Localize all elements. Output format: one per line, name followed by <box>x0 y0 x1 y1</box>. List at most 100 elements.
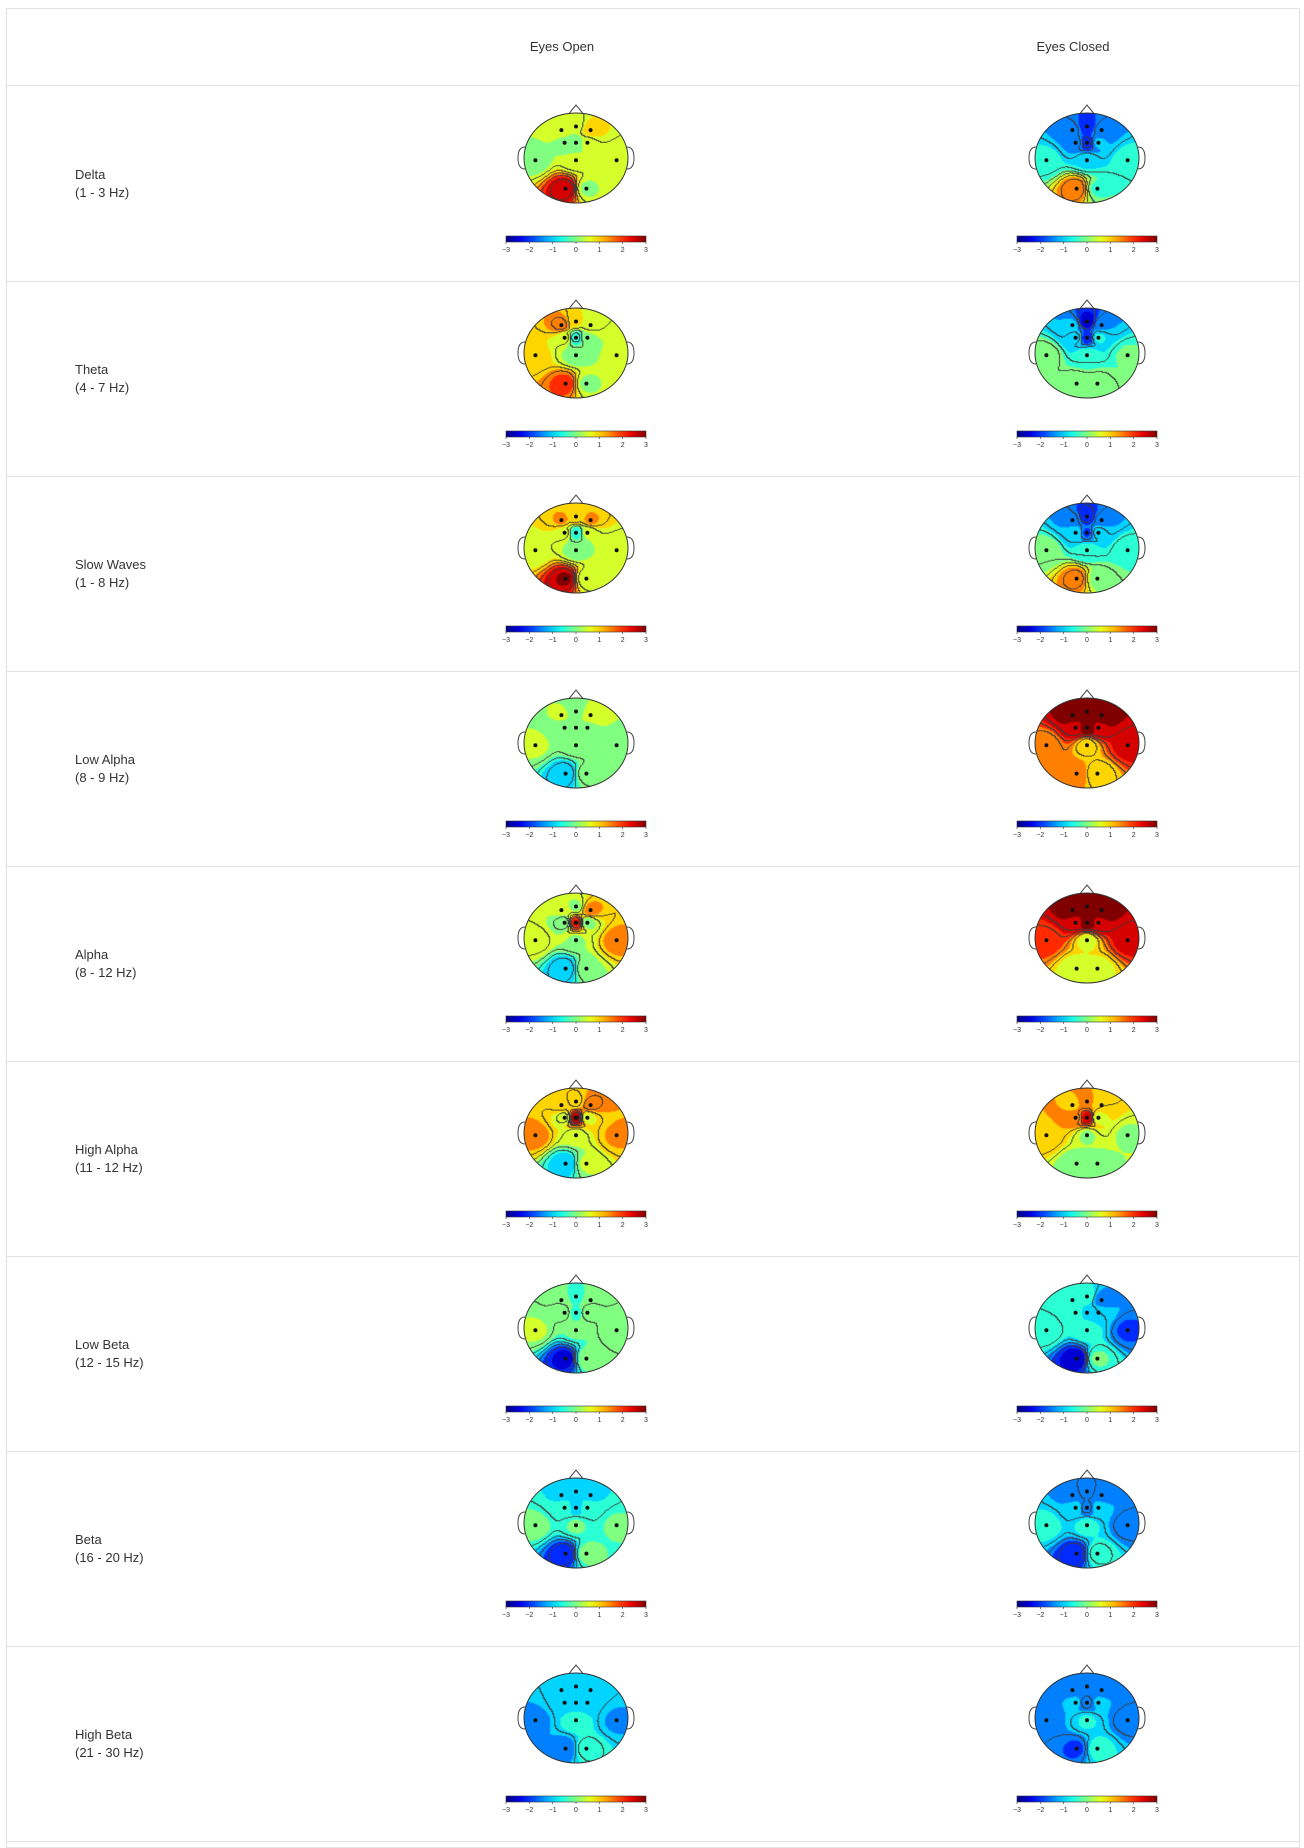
electrode-fz <box>574 124 578 129</box>
colorbar-tick-label: −1 <box>549 1222 557 1229</box>
electrode-pz <box>574 1328 578 1333</box>
colorbar-tick-label: −3 <box>1013 1612 1021 1619</box>
table-row: Theta (4 - 7 Hz) −3 −2 −1 0 1 2 3 −3 −2 −1 0 1 2 3 <box>7 281 1299 477</box>
electrode-f4 <box>1099 1688 1104 1693</box>
colorbar-tick-label: 2 <box>1132 832 1136 839</box>
colorbar-tick-label: 1 <box>1108 1807 1112 1814</box>
colorbar-tick-label: 1 <box>597 1222 601 1229</box>
electrode-fz <box>1085 709 1089 714</box>
electrode-f3 <box>559 518 564 523</box>
colorbar-tick-label: −1 <box>549 442 557 449</box>
electrode-o1 <box>563 1551 568 1556</box>
electrode-pz <box>574 1133 578 1138</box>
electrode-o1 <box>1074 1746 1079 1751</box>
electrode-cz <box>574 1700 578 1705</box>
electrode-f4 <box>588 1493 593 1498</box>
colorbar-tick-label: 0 <box>1085 637 1089 644</box>
right-ear-icon <box>1137 1706 1146 1730</box>
electrode-o2 <box>1095 381 1100 386</box>
head-outline <box>523 1477 629 1569</box>
topomap-cell-eyes-open: −3 −2 −1 0 1 2 3 <box>491 281 661 476</box>
colorbar-tick-label: −3 <box>502 1612 510 1619</box>
head-outline <box>523 307 629 399</box>
colorbar-tick-label: −2 <box>525 1612 533 1619</box>
electrode-fz <box>1085 1294 1089 1299</box>
right-ear-icon <box>626 1511 635 1535</box>
right-ear-icon <box>626 731 635 755</box>
topomap-cell-eyes-open: −3 −2 −1 0 1 2 3 <box>491 1451 661 1646</box>
colorbar-tick-label: 0 <box>574 247 578 254</box>
topomap-eyes-closed: −3 −2 −1 0 1 2 3 <box>1013 689 1159 839</box>
electrode-f3 <box>1070 1298 1075 1303</box>
left-ear-icon <box>1028 926 1037 950</box>
electrode-pz <box>574 548 578 553</box>
colorbar-tick-label: −1 <box>549 247 557 254</box>
electrode-o1 <box>1074 966 1079 971</box>
electrode-t4 <box>614 1328 619 1333</box>
electrode-t3 <box>1044 353 1049 358</box>
electrode-o2 <box>1095 1746 1100 1751</box>
electrode-fz <box>1085 124 1089 129</box>
colorbar-tick-label: 1 <box>1108 1027 1112 1034</box>
colorbar-tick-label: 3 <box>644 637 648 644</box>
electrode-f3 <box>1070 323 1075 328</box>
right-ear-icon <box>1137 146 1146 170</box>
electrode-cz <box>1085 530 1089 535</box>
topomap-eyes-open: −3 −2 −1 0 1 2 3 <box>502 1664 648 1814</box>
colorbar-tick-label: −2 <box>525 1417 533 1424</box>
colorbar-tick-label: 3 <box>1155 637 1159 644</box>
colorbar-tick-label: 0 <box>574 442 578 449</box>
colorbar-tick-label: −1 <box>1060 247 1068 254</box>
electrode-o1 <box>1074 576 1079 581</box>
colorbar-tick-label: −3 <box>1013 247 1021 254</box>
electrode-c3 <box>562 140 567 145</box>
electrode-f4 <box>588 1688 593 1693</box>
electrode-o1 <box>563 1746 568 1751</box>
electrode-o1 <box>563 1161 568 1166</box>
electrode-t3 <box>533 353 538 358</box>
electrode-c3 <box>1073 1505 1078 1510</box>
colorbar-tick-label: 3 <box>1155 1612 1159 1619</box>
electrode-c3 <box>1073 140 1078 145</box>
electrode-o2 <box>1095 1161 1100 1166</box>
electrode-c4 <box>1096 530 1101 535</box>
right-ear-icon <box>1137 536 1146 560</box>
electrode-pz <box>1085 743 1089 748</box>
electrode-fz <box>574 319 578 324</box>
electrode-fz <box>1085 514 1089 519</box>
electrode-t3 <box>533 1328 538 1333</box>
right-ear-icon <box>626 926 635 950</box>
electrode-cz <box>1085 1115 1089 1120</box>
topomap-cell-eyes-closed: −3 −2 −1 0 1 2 3 <box>1002 671 1172 866</box>
colorbar-tick-label: 2 <box>621 1222 625 1229</box>
electrode-c3 <box>1073 335 1078 340</box>
band-frequency-range: (12 - 15 Hz) <box>75 1355 144 1370</box>
electrode-o1 <box>563 381 568 386</box>
colorbar-tick-label: −1 <box>549 1417 557 1424</box>
colorbar-tick-label: 2 <box>1132 247 1136 254</box>
electrode-t3 <box>1044 938 1049 943</box>
colorbar-tick-label: 3 <box>1155 1807 1159 1814</box>
electrode-c3 <box>562 1505 567 1510</box>
topomap-eyes-open: −3 −2 −1 0 1 2 3 <box>502 1274 648 1424</box>
colorbar-tick-label: 3 <box>644 1807 648 1814</box>
electrode-f4 <box>1099 323 1104 328</box>
electrode-fz <box>574 709 578 714</box>
colorbar-tick-label: −1 <box>1060 1807 1068 1814</box>
right-ear-icon <box>626 341 635 365</box>
colorbar <box>1016 1600 1158 1608</box>
colorbar-tick-label: 3 <box>644 442 648 449</box>
colorbar-tick-label: 2 <box>621 247 625 254</box>
colorbar <box>1016 1015 1158 1023</box>
right-ear-icon <box>1137 341 1146 365</box>
electrode-fz <box>1085 1684 1089 1689</box>
electrode-f4 <box>1099 128 1104 133</box>
topomap-cell-eyes-open: −3 −2 −1 0 1 2 3 <box>491 86 661 281</box>
colorbar-tick-label: 2 <box>621 442 625 449</box>
electrode-c4 <box>585 1505 590 1510</box>
colorbar-tick-label: 2 <box>621 832 625 839</box>
colorbar-tick-label: 0 <box>574 637 578 644</box>
band-name: Low Beta <box>75 1337 130 1352</box>
electrode-o2 <box>584 966 589 971</box>
electrode-o2 <box>1095 1551 1100 1556</box>
